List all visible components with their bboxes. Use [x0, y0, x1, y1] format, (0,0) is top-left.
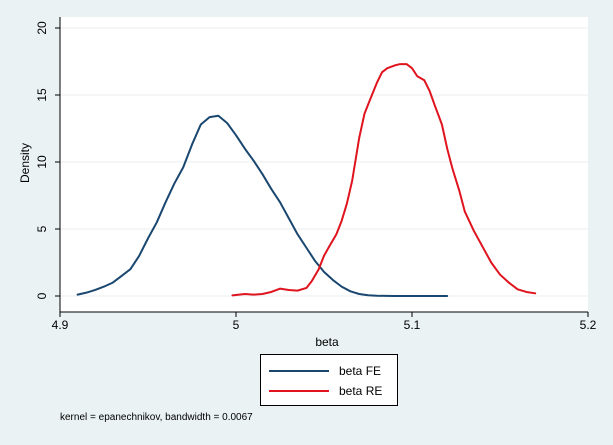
y-tick-label: 20 — [35, 21, 49, 35]
series-line-beta-fe — [76, 114, 449, 297]
y-tick-label: 15 — [35, 88, 49, 102]
x-tick-label: 4.9 — [52, 318, 69, 332]
plot-area — [60, 17, 588, 312]
legend-swatch-beta-re — [269, 390, 329, 392]
legend-swatch-beta-fe — [269, 370, 329, 372]
x-tick-label: 5 — [233, 318, 240, 332]
x-tick-label: 5.2 — [580, 318, 597, 332]
y-tick-label: 5 — [35, 225, 49, 232]
x-axis-label: beta — [315, 335, 339, 349]
series-layer — [76, 63, 537, 297]
y-tick-label: 0 — [35, 292, 49, 299]
series-line-beta-re — [231, 63, 537, 297]
legend-item-beta-re: beta RE — [269, 382, 382, 400]
legend: beta FE beta RE — [260, 354, 398, 406]
legend-label-beta-fe: beta FE — [339, 364, 382, 378]
kernel-note: kernel = epanechnikov, bandwidth = 0.006… — [60, 412, 253, 423]
y-axis-label: Density — [18, 143, 32, 183]
x-tick-label: 5.1 — [404, 318, 421, 332]
y-tick-label: 10 — [35, 155, 49, 169]
legend-label-beta-re: beta RE — [339, 384, 383, 398]
legend-item-beta-fe: beta FE — [269, 362, 381, 380]
axes: 0 5 10 15 20 4.9 5 5.1 5.2 — [35, 17, 597, 332]
grid-lines — [60, 27, 588, 297]
